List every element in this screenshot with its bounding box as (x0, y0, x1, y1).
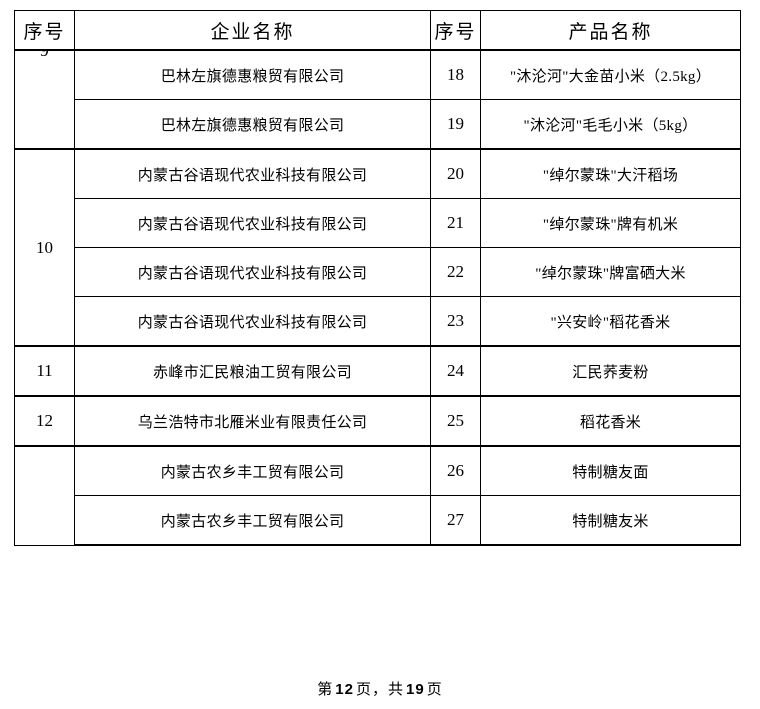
table-row: 内蒙古谷语现代农业科技有限公司 22 "绰尔蒙珠"牌富硒大米 (15, 247, 741, 297)
group-number-clipped: 9 (40, 50, 49, 60)
cell-product-name: 特制糖友面 (480, 445, 741, 496)
cell-enterprise-name: 内蒙古谷语现代农业科技有限公司 (74, 198, 431, 248)
cell-group-number (14, 445, 75, 546)
footer-suffix: 页 (426, 682, 443, 698)
cell-sequence-number: 22 (430, 247, 481, 297)
cell-group-number: 9 (14, 49, 75, 150)
table-row: 内蒙古农乡丰工贸有限公司 26 特制糖友面 (14, 445, 741, 546)
footer-prefix: 第 (317, 682, 334, 698)
column-header-product-name: 产品名称 (480, 10, 741, 51)
column-header-seq-right: 序号 (430, 10, 481, 51)
cell-sequence-number: 19 (430, 99, 481, 150)
cell-sequence-number: 23 (430, 296, 481, 347)
cell-product-name: 特制糖友米 (480, 495, 741, 546)
cell-enterprise-name: 内蒙古谷语现代农业科技有限公司 (74, 247, 431, 297)
cell-product-name: "绰尔蒙珠"牌富硒大米 (480, 247, 741, 297)
table-row: 内蒙古农乡丰工贸有限公司 27 特制糖友米 (15, 495, 741, 546)
cell-product-name: "沐沦河"大金苗小米（2.5kg） (480, 49, 741, 100)
column-header-enterprise-name: 企业名称 (74, 10, 431, 51)
cell-sequence-number: 20 (430, 148, 481, 199)
cell-product-name: "兴安岭"稻花香米 (480, 296, 741, 347)
cell-enterprise-name: 内蒙古谷语现代农业科技有限公司 (74, 148, 431, 199)
table-header-row: 序号 企业名称 序号 产品名称 (14, 10, 741, 51)
table-row: 12 乌兰浩特市北雁米业有限责任公司 25 稻花香米 (14, 395, 741, 447)
cell-enterprise-name: 乌兰浩特市北雁米业有限责任公司 (74, 395, 431, 447)
cell-enterprise-name: 内蒙古农乡丰工贸有限公司 (74, 445, 431, 496)
cell-product-name: 稻花香米 (480, 395, 741, 447)
table-row: 巴林左旗德惠粮贸有限公司 19 "沐沦河"毛毛小米（5kg） (15, 99, 741, 150)
table-row: 内蒙古谷语现代农业科技有限公司 21 "绰尔蒙珠"牌有机米 (15, 198, 741, 248)
cell-sequence-number: 18 (430, 49, 481, 100)
cell-group-number: 12 (14, 395, 75, 447)
table-row: 内蒙古谷语现代农业科技有限公司 23 "兴安岭"稻花香米 (15, 296, 741, 347)
cell-enterprise-name: 赤峰市汇民粮油工贸有限公司 (74, 345, 431, 397)
cell-sequence-number: 25 (430, 395, 481, 447)
cell-group-number: 11 (14, 345, 75, 397)
table-row: 10 内蒙古谷语现代农业科技有限公司 20 "绰尔蒙珠"大汗稻场 (14, 148, 741, 347)
cell-product-name: 汇民荞麦粉 (480, 345, 741, 397)
table-header: 序号 企业名称 序号 产品名称 (14, 10, 741, 51)
cell-sequence-number: 21 (430, 198, 481, 248)
cell-sequence-number: 26 (430, 445, 481, 496)
cell-enterprise-name: 内蒙古谷语现代农业科技有限公司 (74, 296, 431, 347)
cell-product-name: "绰尔蒙珠"牌有机米 (480, 198, 741, 248)
table-row: 11 赤峰市汇民粮油工贸有限公司 24 汇民荞麦粉 (14, 345, 741, 397)
cell-product-name: "沐沦河"毛毛小米（5kg） (480, 99, 741, 150)
footer-middle: 页，共 (355, 682, 404, 698)
page-footer: 第 12 页，共 19 页 (0, 678, 760, 699)
table-body: 9 巴林左旗德惠粮贸有限公司 18 "沐沦河"大金苗小米（2.5kg） 巴林左旗德惠粮贸… (14, 49, 741, 546)
column-header-seq-left: 序号 (14, 10, 75, 51)
table-row: 9 巴林左旗德惠粮贸有限公司 18 "沐沦河"大金苗小米（2.5kg） (14, 49, 741, 150)
cell-product-name: "绰尔蒙珠"大汗稻场 (480, 148, 741, 199)
footer-total-pages: 19 (406, 681, 425, 698)
enterprise-product-table: 序号 企业名称 序号 产品名称 9 巴林左旗德惠粮贸有限公司 18 "沐沦河"大金苗小… (14, 10, 741, 546)
cell-sequence-number: 24 (430, 345, 481, 397)
cell-enterprise-name: 巴林左旗德惠粮贸有限公司 (74, 99, 431, 150)
footer-current-page: 12 (335, 681, 354, 698)
cell-enterprise-name: 内蒙古农乡丰工贸有限公司 (74, 495, 431, 546)
cell-sequence-number: 27 (430, 495, 481, 546)
cell-group-number: 10 (14, 148, 75, 347)
cell-enterprise-name: 巴林左旗德惠粮贸有限公司 (74, 49, 431, 100)
